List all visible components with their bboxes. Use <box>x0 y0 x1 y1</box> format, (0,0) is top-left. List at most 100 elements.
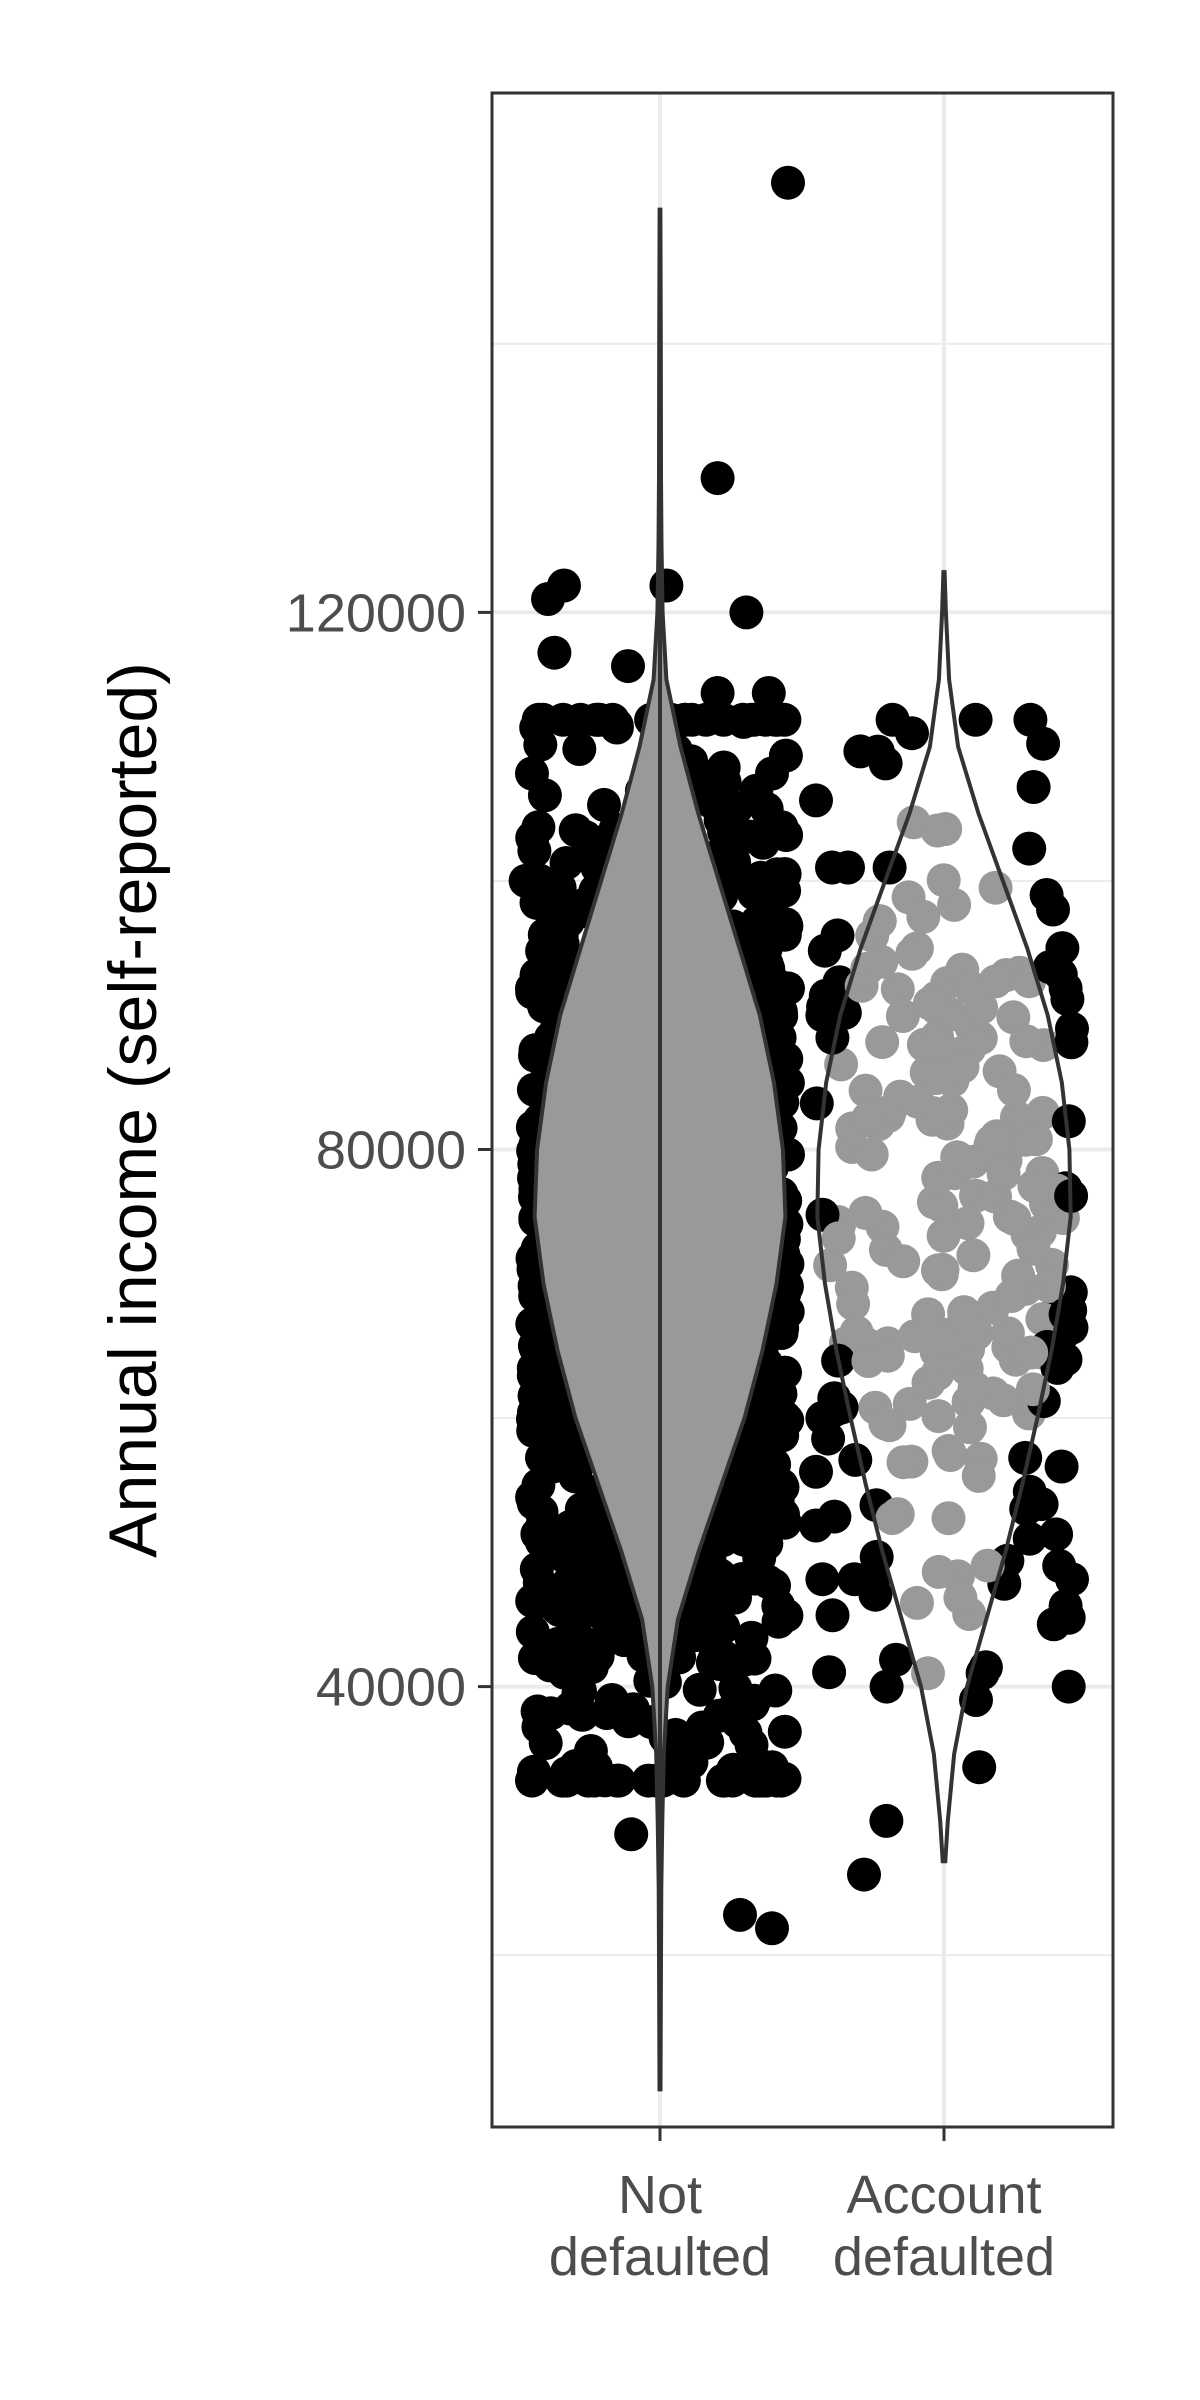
data-point <box>1012 831 1047 866</box>
data-point <box>978 870 1013 905</box>
data-point <box>799 1454 833 1489</box>
data-point <box>1039 1517 1074 1552</box>
data-point <box>885 999 920 1033</box>
data-point <box>964 990 999 1025</box>
data-point <box>957 1370 992 1405</box>
data-point <box>956 1238 991 1273</box>
data-point <box>515 971 549 1006</box>
data-point <box>515 756 549 791</box>
data-point <box>565 1697 600 1732</box>
data-point <box>812 1655 847 1690</box>
data-point <box>769 1598 804 1633</box>
data-point <box>549 1756 584 1791</box>
data-point <box>895 716 929 751</box>
data-point <box>760 702 795 737</box>
data-point <box>1016 770 1051 804</box>
data-point <box>799 1086 834 1121</box>
data-point <box>821 1221 856 1256</box>
data-point <box>1048 971 1083 1006</box>
data-point <box>879 1642 913 1677</box>
data-point <box>544 1429 579 1464</box>
data-point <box>838 1442 873 1477</box>
data-point <box>848 1195 883 1230</box>
x-tick-label: Not <box>618 2165 702 2225</box>
data-point <box>961 1458 996 1493</box>
data-point <box>649 568 684 603</box>
y-tick-label: 80000 <box>316 1121 466 1181</box>
data-point <box>813 1248 848 1283</box>
data-point <box>515 1763 549 1798</box>
data-point <box>1051 1669 1086 1704</box>
x-tick-label: Account <box>846 2165 1041 2225</box>
data-point <box>524 1354 559 1388</box>
data-point <box>755 756 789 791</box>
data-point <box>682 1672 717 1707</box>
data-point <box>917 984 952 1019</box>
data-point <box>900 1084 935 1119</box>
data-point <box>831 850 865 885</box>
data-point <box>734 702 769 737</box>
data-point <box>764 1468 799 1503</box>
data-point <box>953 1410 987 1445</box>
x-tick-label: defaulted <box>833 2227 1055 2287</box>
data-point <box>851 1101 886 1136</box>
data-point <box>723 1897 757 1932</box>
points <box>508 165 1089 2092</box>
y-tick-label: 120000 <box>286 583 466 643</box>
data-point <box>1016 1231 1051 1266</box>
data-point <box>847 1857 881 1892</box>
data-point <box>595 1683 629 1717</box>
data-point <box>959 1316 994 1351</box>
data-point <box>537 635 572 670</box>
violin-account-defaulted <box>815 570 1073 1864</box>
data-point <box>1048 1589 1083 1623</box>
data-point <box>1045 931 1080 966</box>
data-point <box>611 649 645 684</box>
data-point <box>767 917 802 952</box>
data-point <box>958 702 993 737</box>
data-point <box>751 676 786 710</box>
data-point <box>805 1401 840 1435</box>
data-point <box>771 971 805 1006</box>
data-point <box>996 1073 1031 1108</box>
data-point <box>737 1641 772 1676</box>
data-point <box>848 1073 883 1108</box>
data-point <box>730 1473 765 1508</box>
data-point <box>705 1567 740 1602</box>
y-tick-label: 40000 <box>316 1658 466 1718</box>
data-point <box>924 1319 959 1354</box>
data-point <box>532 944 567 979</box>
data-point <box>547 568 581 603</box>
data-point <box>933 1438 968 1472</box>
data-point <box>1014 1335 1049 1370</box>
data-point <box>1012 1521 1047 1556</box>
data-point <box>805 998 840 1033</box>
data-point <box>1008 1440 1043 1475</box>
data-point <box>719 791 754 825</box>
data-point <box>1013 702 1048 737</box>
data-point <box>706 750 741 785</box>
data-point <box>517 1395 551 1430</box>
data-point <box>854 1137 889 1172</box>
data-point <box>886 1244 921 1279</box>
data-point <box>900 1585 934 1620</box>
data-point <box>1017 1169 1052 1204</box>
data-point <box>1024 1487 1059 1522</box>
data-point <box>579 1750 613 1785</box>
x-tick-label: defaulted <box>549 2227 771 2287</box>
data-point <box>767 1714 802 1749</box>
data-point <box>862 904 897 939</box>
data-point <box>764 1763 799 1798</box>
data-point <box>843 734 878 769</box>
data-point <box>599 710 634 745</box>
data-point <box>697 1641 732 1676</box>
data-point <box>521 1709 556 1744</box>
data-point <box>920 813 955 848</box>
data-point <box>864 944 899 979</box>
data-point <box>1018 1122 1053 1157</box>
data-point <box>962 1750 997 1785</box>
data-point <box>771 165 805 200</box>
data-point <box>921 1399 956 1434</box>
data-point <box>562 732 597 766</box>
